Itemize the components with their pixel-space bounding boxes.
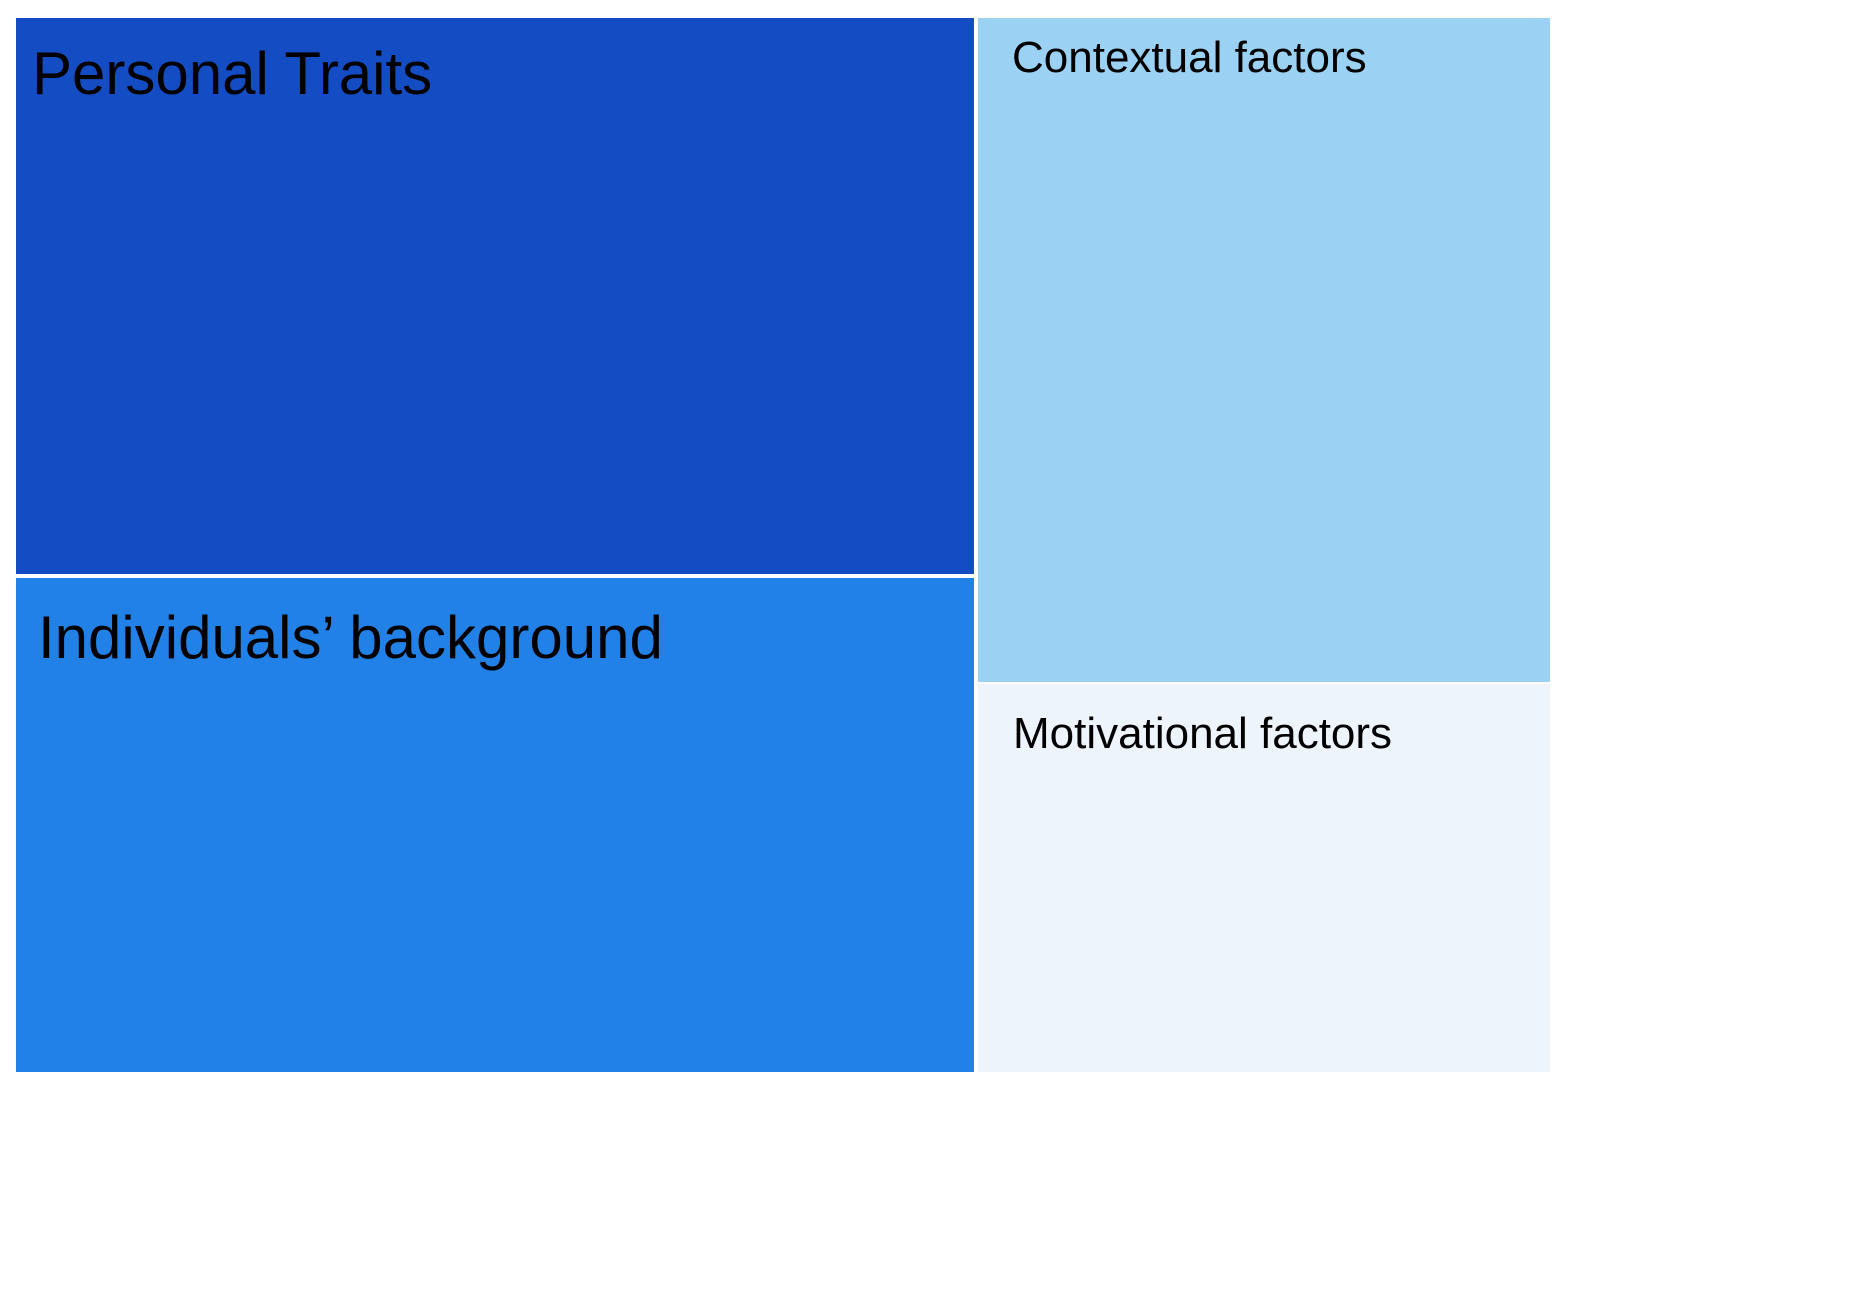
tile-motivational-factors: Motivational factors — [978, 684, 1550, 1072]
treemap-chart: Personal Traits Individuals’ background … — [16, 18, 1550, 1072]
tile-individuals-background: Individuals’ background — [16, 578, 974, 1072]
tile-label-individuals-background: Individuals’ background — [38, 604, 663, 671]
tile-label-personal-traits: Personal Traits — [32, 40, 433, 107]
tile-contextual-factors: Contextual factors — [978, 18, 1550, 682]
tile-label-motivational-factors: Motivational factors — [1013, 709, 1393, 758]
tile-label-contextual-factors: Contextual factors — [1012, 33, 1367, 82]
tile-personal-traits: Personal Traits — [16, 18, 974, 574]
